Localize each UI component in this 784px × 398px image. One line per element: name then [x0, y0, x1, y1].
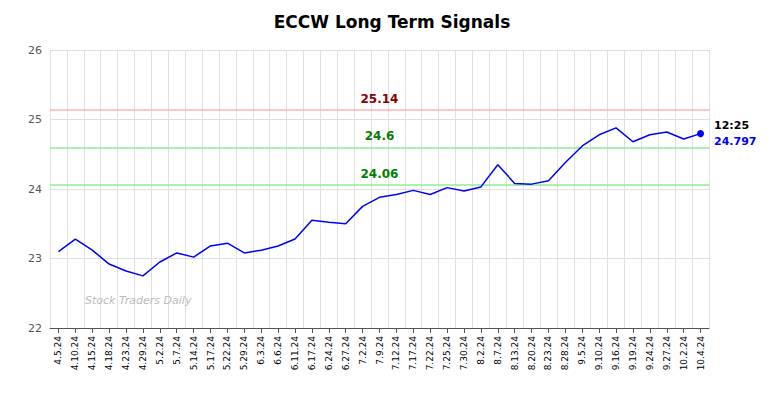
svg-text:24: 24 — [28, 183, 42, 196]
svg-text:4.10.24: 4.10.24 — [70, 336, 80, 371]
svg-text:24.6: 24.6 — [365, 129, 395, 143]
svg-text:5.14.24: 5.14.24 — [189, 336, 199, 371]
svg-text:9.19.24: 9.19.24 — [628, 336, 638, 371]
svg-text:22: 22 — [28, 322, 42, 335]
svg-text:7.9.24: 7.9.24 — [375, 336, 385, 365]
svg-text:25: 25 — [28, 113, 42, 126]
svg-text:4.15.24: 4.15.24 — [87, 336, 97, 371]
svg-text:7.22.24: 7.22.24 — [425, 336, 435, 371]
svg-text:8.2.24: 8.2.24 — [476, 336, 486, 365]
svg-text:5.29.24: 5.29.24 — [239, 336, 249, 371]
svg-text:23: 23 — [28, 252, 42, 265]
svg-text:5.17.24: 5.17.24 — [206, 336, 216, 371]
svg-text:5.7.24: 5.7.24 — [172, 336, 182, 365]
svg-text:8.28.24: 8.28.24 — [560, 336, 570, 371]
svg-text:8.13.24: 8.13.24 — [510, 336, 520, 371]
svg-text:8.23.24: 8.23.24 — [543, 336, 553, 371]
svg-text:7.12.24: 7.12.24 — [391, 336, 401, 371]
svg-text:9.24.24: 9.24.24 — [645, 336, 655, 371]
svg-text:6.27.24: 6.27.24 — [341, 336, 351, 371]
svg-text:4.23.24: 4.23.24 — [121, 336, 131, 371]
svg-text:7.2.24: 7.2.24 — [358, 336, 368, 365]
svg-text:26: 26 — [28, 44, 42, 57]
svg-text:9.27.24: 9.27.24 — [662, 336, 672, 371]
svg-text:7.30.24: 7.30.24 — [459, 336, 469, 371]
svg-text:9.5.24: 9.5.24 — [577, 336, 587, 365]
svg-text:7.17.24: 7.17.24 — [408, 336, 418, 371]
svg-text:8.7.24: 8.7.24 — [493, 336, 503, 365]
svg-text:ECCW Long Term Signals: ECCW Long Term Signals — [274, 12, 511, 32]
svg-text:8.20.24: 8.20.24 — [527, 336, 537, 371]
svg-text:5.2.24: 5.2.24 — [155, 336, 165, 365]
svg-text:6.11.24: 6.11.24 — [290, 336, 300, 371]
svg-text:7.25.24: 7.25.24 — [442, 336, 452, 371]
svg-text:6.6.24: 6.6.24 — [273, 336, 283, 365]
svg-text:24.797: 24.797 — [714, 135, 756, 148]
svg-text:6.24.24: 6.24.24 — [324, 336, 334, 371]
svg-text:24.06: 24.06 — [361, 167, 399, 181]
svg-text:5.22.24: 5.22.24 — [222, 336, 232, 371]
svg-text:4.18.24: 4.18.24 — [104, 336, 114, 371]
svg-text:12:25: 12:25 — [714, 119, 749, 132]
svg-text:6.17.24: 6.17.24 — [307, 336, 317, 371]
svg-text:9.10.24: 9.10.24 — [594, 336, 604, 371]
svg-text:4.5.24: 4.5.24 — [53, 336, 63, 365]
svg-text:10.4.24: 10.4.24 — [696, 336, 706, 371]
svg-text:25.14: 25.14 — [361, 92, 399, 106]
svg-text:Stock Traders Daily: Stock Traders Daily — [85, 294, 192, 307]
svg-text:4.29.24: 4.29.24 — [138, 336, 148, 371]
svg-text:9.16.24: 9.16.24 — [611, 336, 621, 371]
svg-text:10.2.24: 10.2.24 — [679, 336, 689, 371]
svg-text:6.3.24: 6.3.24 — [256, 336, 266, 365]
